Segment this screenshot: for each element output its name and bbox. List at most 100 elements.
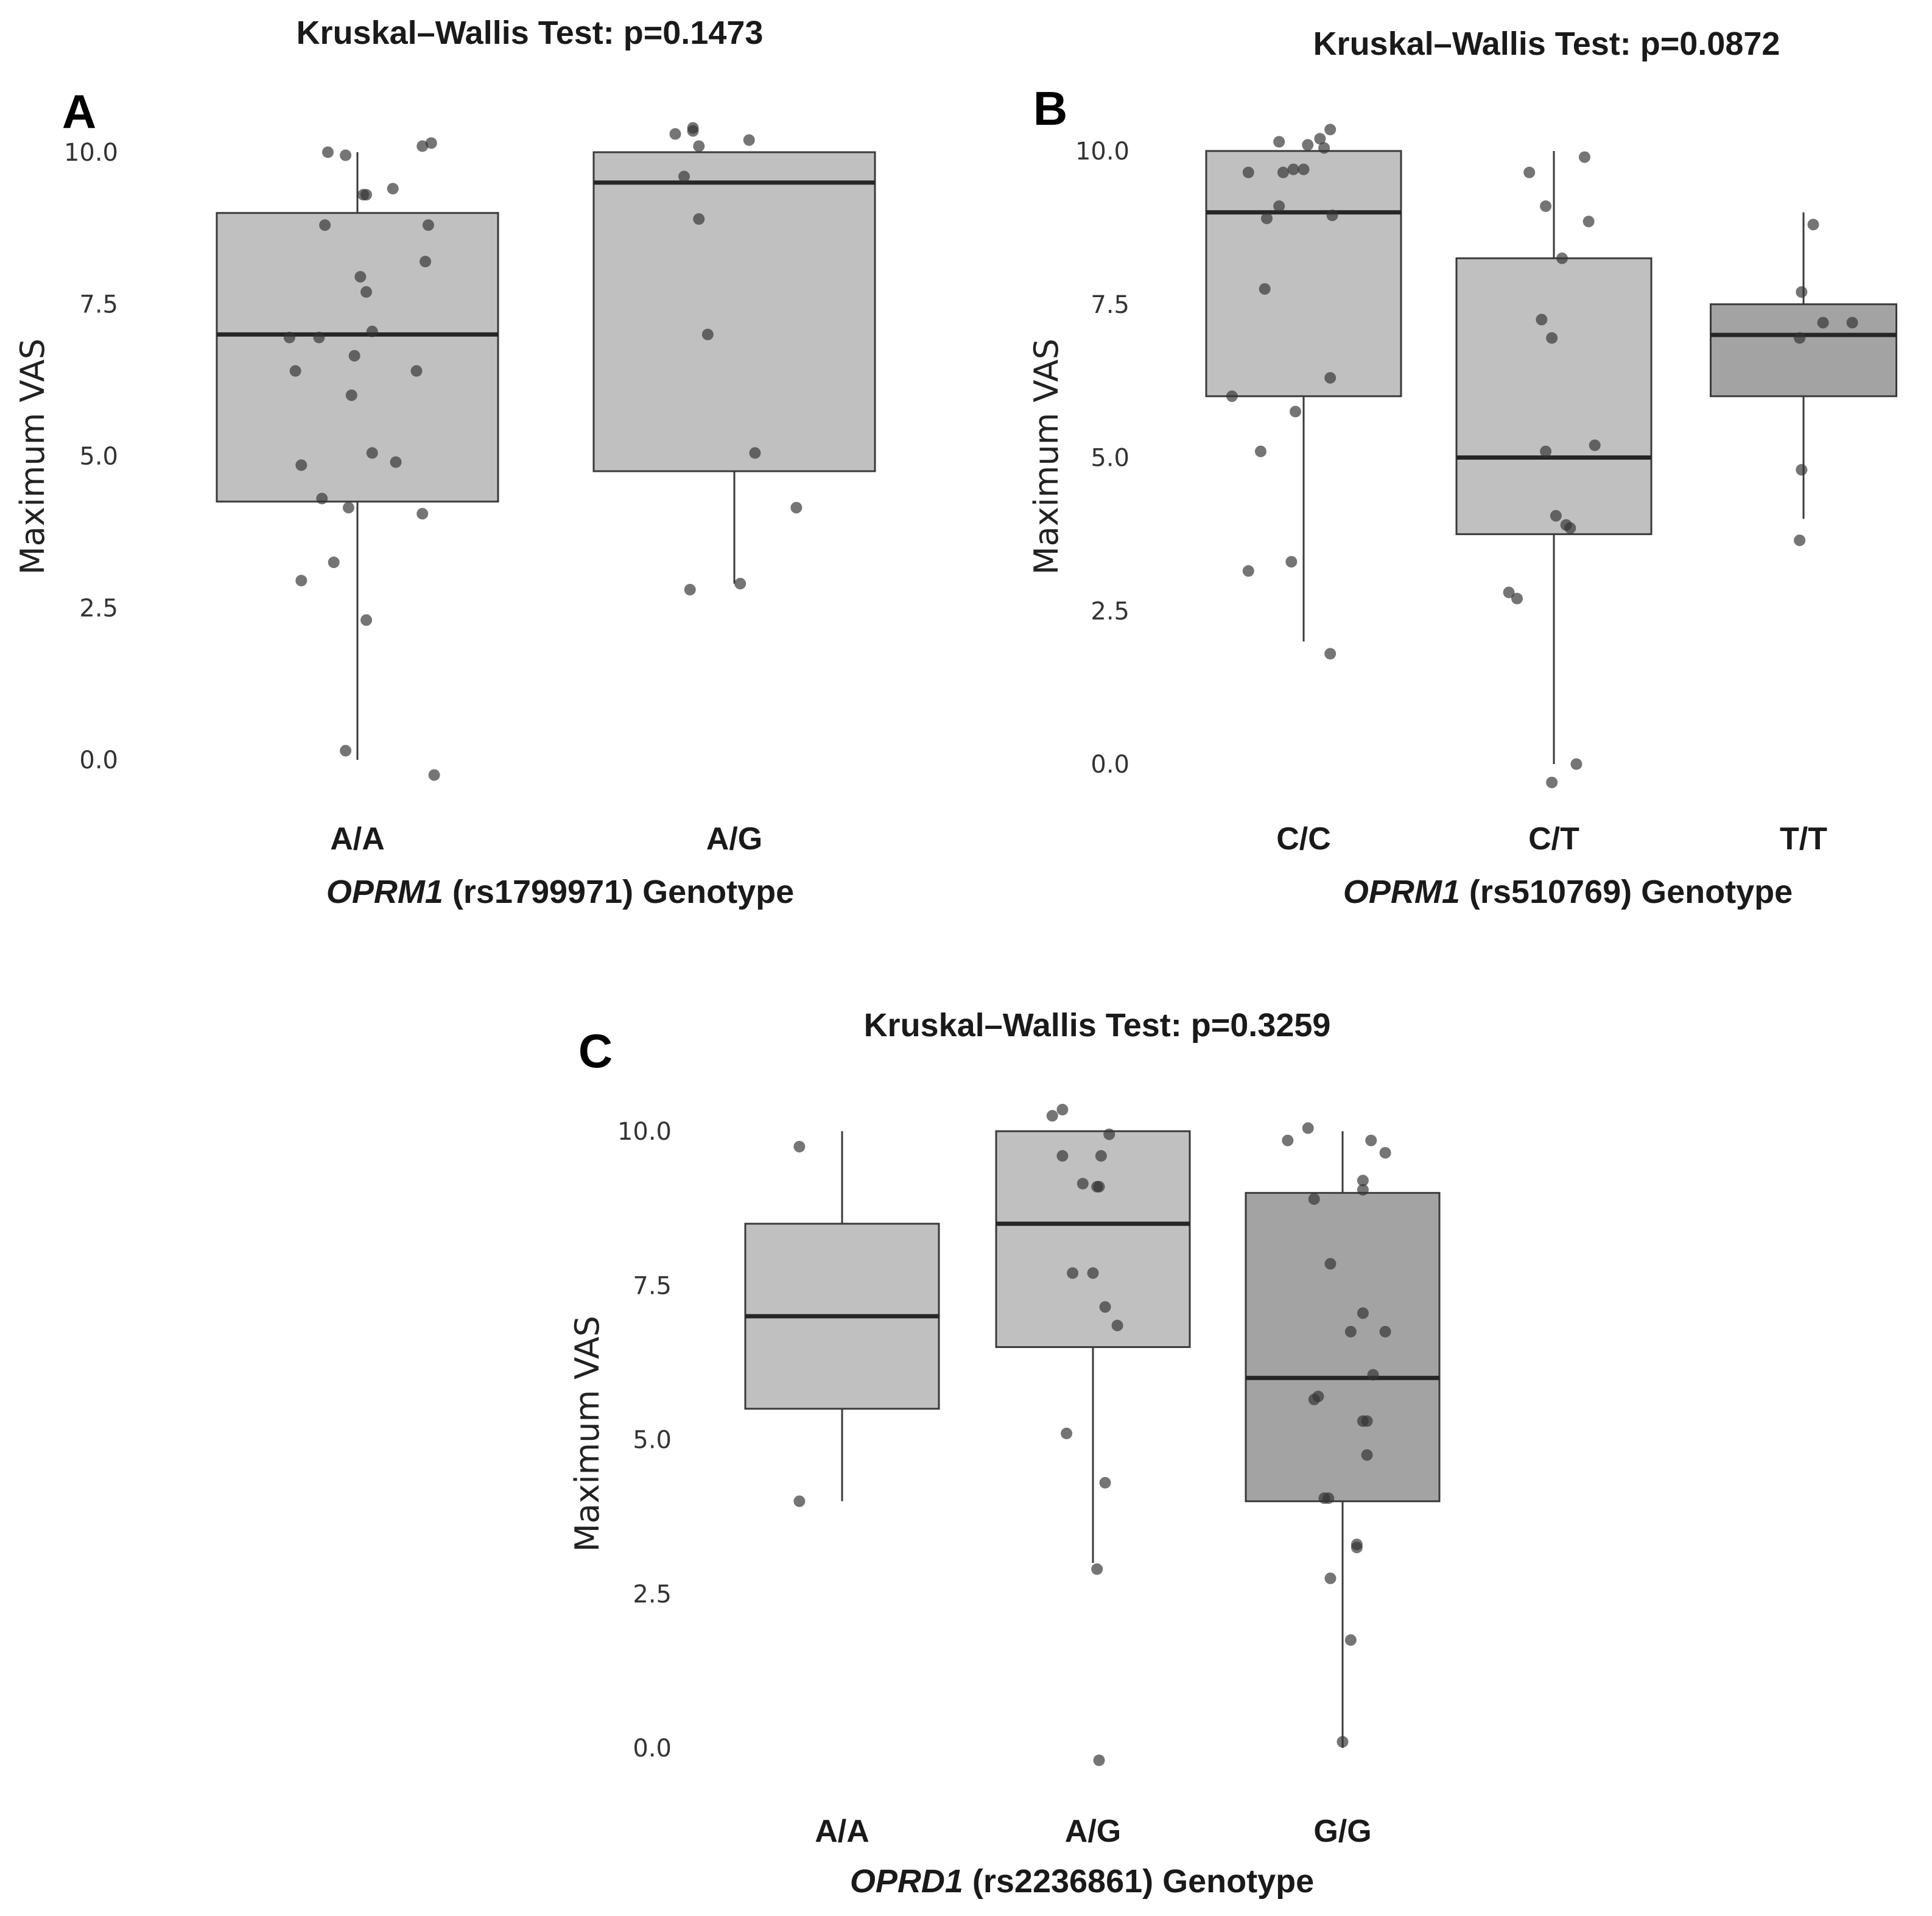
data-point xyxy=(313,331,325,343)
data-point xyxy=(416,508,429,520)
box-ag xyxy=(995,1130,1191,1563)
data-point xyxy=(1344,1634,1357,1646)
data-point xyxy=(1536,314,1548,326)
data-point xyxy=(678,170,690,183)
data-point xyxy=(1093,1754,1105,1766)
data-point xyxy=(1357,1184,1369,1196)
data-point xyxy=(1226,390,1238,402)
data-point xyxy=(1546,776,1558,788)
data-point xyxy=(289,365,301,377)
data-point xyxy=(1312,1391,1324,1403)
x-category-label: A/G xyxy=(1065,1814,1121,1849)
box-iqr xyxy=(1710,303,1897,398)
data-point xyxy=(1285,556,1298,568)
x-axis-label: OPRD1 (rs2236861) Genotype xyxy=(850,1863,1314,1900)
data-point xyxy=(1564,522,1576,534)
data-point xyxy=(1324,1258,1337,1270)
data-point xyxy=(1302,1122,1314,1134)
data-point xyxy=(1242,166,1254,178)
data-point xyxy=(422,219,434,231)
y-tick-label: 5.0 xyxy=(1091,444,1129,472)
y-axis-label: Maximum VAS xyxy=(568,1316,606,1552)
data-point xyxy=(1379,1325,1391,1338)
x-axis-label-rest: (rs1799971) Genotype xyxy=(443,874,794,910)
data-point xyxy=(321,146,334,158)
data-point xyxy=(390,456,402,468)
x-category-label: C/C xyxy=(1276,821,1331,857)
data-point xyxy=(1846,317,1858,329)
y-tick-label: 0.0 xyxy=(633,1735,672,1763)
box-iqr xyxy=(1455,257,1653,535)
data-point xyxy=(790,502,803,514)
data-point xyxy=(1523,166,1536,178)
data-point xyxy=(283,331,295,343)
data-point xyxy=(1379,1146,1391,1159)
y-axis-label: Maximum VAS xyxy=(13,339,52,575)
data-point xyxy=(1807,219,1819,231)
data-point xyxy=(1091,1563,1103,1575)
data-point xyxy=(1099,1301,1111,1313)
y-tick-label: 2.5 xyxy=(79,595,118,623)
data-point xyxy=(749,447,761,459)
y-tick-label: 10.0 xyxy=(64,139,118,167)
data-point xyxy=(1324,1572,1337,1584)
data-point xyxy=(416,140,429,152)
data-point xyxy=(316,493,328,505)
data-point xyxy=(420,256,432,268)
panel-label: C xyxy=(578,1024,613,1078)
y-tick-label: 7.5 xyxy=(1091,291,1129,319)
box-iqr xyxy=(1205,150,1402,398)
data-point xyxy=(1556,252,1568,264)
data-point xyxy=(734,578,746,590)
data-point xyxy=(793,1495,806,1507)
data-point xyxy=(360,614,373,626)
data-point xyxy=(793,1140,806,1153)
y-tick-label: 0.0 xyxy=(1091,751,1129,779)
data-point xyxy=(1570,758,1582,770)
data-point xyxy=(687,125,699,137)
y-tick-label: 10.0 xyxy=(617,1118,672,1146)
data-point xyxy=(354,271,367,283)
data-point xyxy=(1103,1128,1115,1140)
gene-name: OPRM1 xyxy=(1343,874,1460,910)
y-tick-label: 2.5 xyxy=(633,1581,672,1609)
data-point xyxy=(1361,1415,1373,1427)
panel-c: Kruskal–Wallis Test: p=0.3259 C 0.0 2.5 5.0 7… xyxy=(568,1007,1441,1900)
x-category-label: C/T xyxy=(1528,821,1579,857)
data-point xyxy=(1287,163,1299,175)
gene-name: OPRM1 xyxy=(326,874,443,910)
data-point xyxy=(1318,142,1330,154)
data-point xyxy=(1357,1174,1369,1187)
panel-a: Kruskal–Wallis Test: p=0.1473 A 0.0 2.5 5.0 7… xyxy=(13,15,876,910)
chart-title: Kruskal–Wallis Test: p=0.1473 xyxy=(297,15,764,51)
data-point xyxy=(1796,286,1808,298)
box-iqr xyxy=(592,151,876,472)
data-point xyxy=(1503,586,1515,598)
data-point xyxy=(1326,209,1338,222)
y-tick-label: 7.5 xyxy=(633,1272,672,1300)
data-point xyxy=(1337,1736,1349,1748)
data-point xyxy=(1095,1150,1107,1162)
y-tick-label: 0.0 xyxy=(79,746,118,774)
data-point xyxy=(1540,445,1552,457)
panel-label: A xyxy=(62,85,96,138)
data-point xyxy=(1298,163,1310,175)
data-point xyxy=(425,137,437,149)
data-point xyxy=(1259,283,1271,295)
data-point xyxy=(1308,1193,1320,1205)
x-category-label: A/G xyxy=(706,821,762,857)
panel-b: Kruskal–Wallis Test: p=0.0872 B 0.0 2.5 5.0 7… xyxy=(1027,26,1897,910)
data-point xyxy=(345,389,357,401)
data-point xyxy=(1056,1104,1069,1116)
data-point xyxy=(1351,1539,1363,1551)
data-point xyxy=(1111,1319,1123,1332)
data-point xyxy=(1582,216,1595,228)
gene-name: OPRD1 xyxy=(850,1863,963,1900)
data-point xyxy=(693,140,705,152)
data-point xyxy=(1796,464,1808,476)
data-point xyxy=(1540,200,1552,212)
data-point xyxy=(701,328,714,340)
data-point xyxy=(366,325,378,337)
y-axis-label: Maximum VAS xyxy=(1027,339,1066,575)
data-point xyxy=(1254,445,1266,457)
